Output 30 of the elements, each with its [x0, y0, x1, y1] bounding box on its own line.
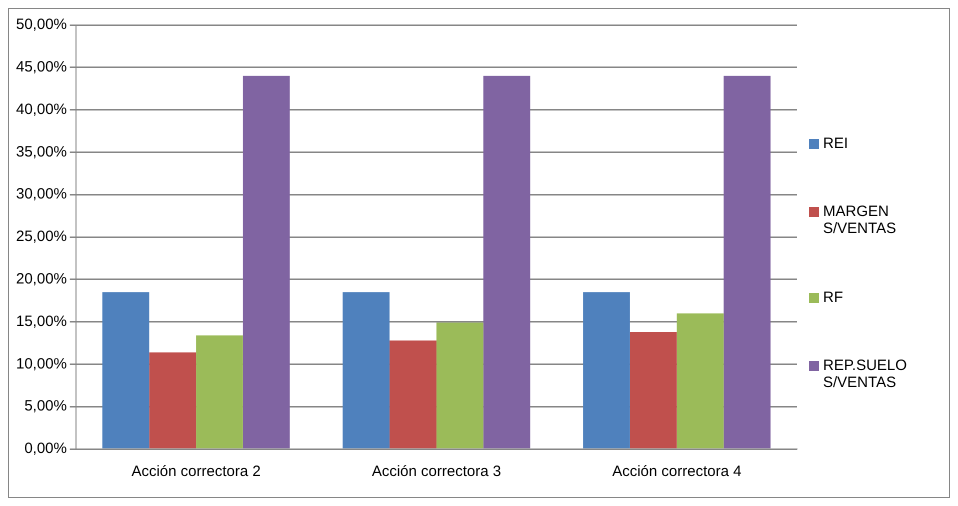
y-tick-label: 40,00% — [16, 100, 67, 118]
x-tick-label: Acción correctora 4 — [612, 463, 742, 480]
y-tick-label: 10,00% — [16, 355, 67, 372]
bar — [724, 76, 771, 448]
y-tick-label: 50,00% — [16, 16, 67, 34]
legend-label: REP.SUELO S/VENTAS — [823, 357, 908, 392]
y-tick-label: 20,00% — [16, 270, 67, 288]
bar — [342, 292, 390, 448]
bar — [676, 313, 724, 448]
bar — [102, 292, 150, 448]
y-tick-label: 30,00% — [16, 186, 67, 203]
x-tick-label: Acción correctora 3 — [372, 463, 502, 480]
bar — [583, 292, 630, 448]
bar — [483, 76, 530, 448]
y-tick-label: 35,00% — [16, 143, 67, 160]
x-tick-label: Acción correctora 2 — [131, 463, 261, 480]
y-tick-label: 45,00% — [16, 58, 67, 76]
y-tick-label: 15,00% — [16, 312, 67, 330]
bar — [196, 335, 243, 448]
y-tick-label: 5,00% — [24, 398, 67, 415]
legend-label: RF — [823, 288, 844, 306]
bar — [630, 332, 677, 448]
bar — [436, 322, 484, 448]
legend-label: MARGEN S/VENTAS — [823, 203, 898, 238]
y-tick-label: 0,00% — [24, 440, 67, 458]
bar — [242, 76, 290, 448]
y-tick-label: 25,00% — [16, 228, 67, 246]
bar — [149, 352, 196, 448]
bar — [390, 340, 436, 448]
legend-label: REI — [823, 134, 850, 152]
